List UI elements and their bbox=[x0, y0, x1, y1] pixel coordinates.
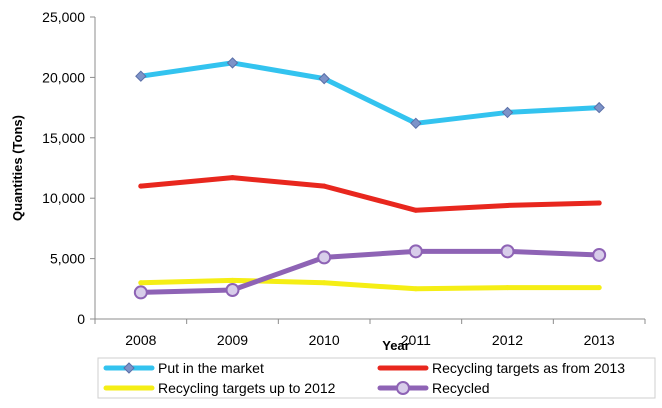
x-tick-label: 2008 bbox=[125, 332, 156, 348]
y-tick-label: 5,000 bbox=[50, 251, 85, 267]
series-recycled bbox=[133, 244, 607, 300]
legend-label: Recycling targets as from 2013 bbox=[432, 360, 625, 376]
y-tick-label: 20,000 bbox=[42, 69, 85, 85]
data-point bbox=[500, 244, 515, 259]
data-point bbox=[413, 207, 419, 213]
data-point bbox=[505, 285, 510, 291]
x-tick-label: 2012 bbox=[492, 332, 523, 348]
legend-item: Recycling targets as from 2013 bbox=[377, 360, 625, 376]
data-point bbox=[410, 117, 422, 130]
data-point bbox=[138, 280, 144, 286]
data-point bbox=[413, 286, 419, 292]
data-point bbox=[138, 183, 144, 189]
data-point bbox=[592, 247, 607, 262]
data-point bbox=[321, 183, 327, 189]
data-point bbox=[593, 101, 605, 114]
x-tick-label: 2010 bbox=[309, 332, 340, 348]
legend-label: Recycling targets up to 2012 bbox=[158, 380, 336, 396]
series-line bbox=[138, 60, 602, 126]
data-point bbox=[226, 57, 239, 69]
legend-item: Recycled bbox=[377, 380, 490, 396]
series-recycling-targets-up-to-2012 bbox=[138, 277, 602, 292]
series-recycling-targets-as-from-2013 bbox=[138, 175, 602, 213]
legend-item: Recycling targets up to 2012 bbox=[103, 380, 336, 396]
legend-marker bbox=[396, 381, 410, 395]
data-point bbox=[135, 70, 147, 82]
y-axis-label: Quantities (Tons) bbox=[10, 115, 25, 221]
series-put-in-the-market bbox=[135, 57, 605, 130]
legend-marker bbox=[123, 362, 135, 374]
x-tick-label: 2013 bbox=[584, 332, 615, 348]
legend-box bbox=[97, 357, 656, 399]
data-point bbox=[596, 200, 602, 206]
data-point bbox=[318, 72, 330, 85]
data-point bbox=[505, 202, 510, 208]
axes: 0 5,000 10,000 15,000 20,000 25,000 2008 2009 20… bbox=[42, 9, 646, 348]
data-point bbox=[321, 280, 327, 286]
data-point bbox=[225, 283, 240, 298]
series-line bbox=[138, 175, 602, 213]
x-axis-label: Year bbox=[382, 338, 409, 353]
y-tick-label: 0 bbox=[77, 311, 85, 327]
legend-label: Recycled bbox=[432, 380, 490, 396]
x-tick-label: 2009 bbox=[217, 332, 248, 348]
y-tick-label: 10,000 bbox=[42, 190, 85, 206]
y-tick-label: 15,000 bbox=[42, 130, 85, 146]
data-point bbox=[408, 244, 423, 259]
series-layer bbox=[133, 57, 607, 300]
data-point bbox=[230, 277, 235, 283]
y-tick-label: 25,000 bbox=[42, 9, 85, 25]
data-point bbox=[596, 285, 602, 291]
legend-label: Put in the market bbox=[158, 360, 264, 376]
series-line bbox=[138, 277, 602, 292]
x-tick-label: 2011 bbox=[401, 332, 431, 348]
data-point bbox=[230, 175, 235, 181]
data-point bbox=[133, 285, 148, 300]
legend: Put in the market Recycling targets as fr… bbox=[97, 357, 656, 399]
series-line bbox=[138, 248, 602, 295]
legend-item: Put in the market bbox=[103, 360, 264, 376]
data-point bbox=[317, 250, 332, 265]
data-point bbox=[501, 106, 514, 119]
